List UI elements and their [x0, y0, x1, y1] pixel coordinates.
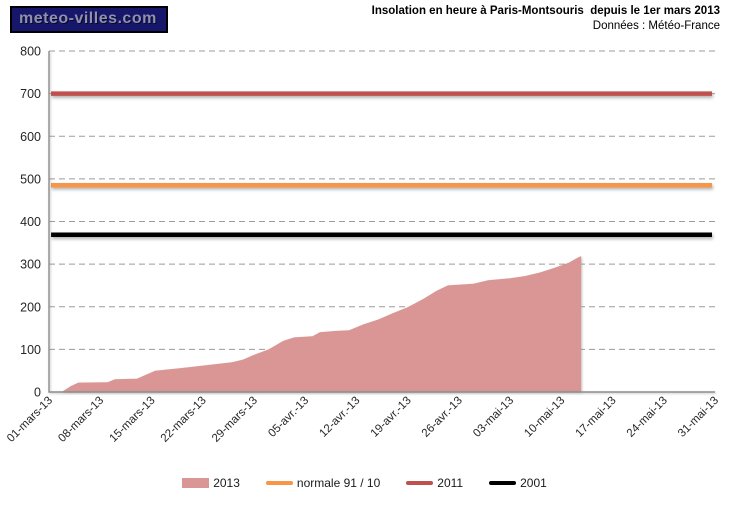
- legend-label: 2011: [437, 476, 464, 490]
- chart-legend: 2013 normale 91 / 10 2011 2001: [0, 471, 729, 495]
- legend-item-normale-91-10: normale 91 / 10: [265, 476, 381, 490]
- y-tick-label: 200: [20, 300, 41, 314]
- legend-swatch: [265, 481, 293, 485]
- series-2013-area: [49, 256, 582, 392]
- y-tick-label: 100: [20, 343, 41, 357]
- x-tick-label: 31-mai-13: [676, 395, 721, 440]
- legend-swatch: [489, 481, 517, 485]
- chart-canvas: 0 100 200 300 400 500 600 700 800 01-mars-13 08-ma…: [5, 45, 721, 445]
- legend-item-2001: 2001: [489, 476, 547, 490]
- legend-swatch: [406, 481, 434, 485]
- chart-title: Insolation en heure à Paris-Montsouris d…: [371, 5, 720, 17]
- x-tick-label: 22-mars-13: [159, 395, 209, 445]
- legend-label: 2013: [213, 476, 240, 490]
- x-tick-label: 19-avr.-13: [369, 395, 414, 440]
- legend-label: normale 91 / 10: [296, 476, 381, 490]
- x-tick-label: 10-mai-13: [522, 395, 567, 440]
- x-tick-label: 15-mars-13: [108, 395, 158, 445]
- y-tick-label: 800: [20, 45, 41, 59]
- y-tick-label: 300: [20, 258, 41, 272]
- x-tick-label: 01-mars-13: [5, 395, 55, 445]
- legend-item-2013: 2013: [182, 476, 240, 490]
- x-tick-label: 24-mai-13: [625, 395, 670, 440]
- x-tick-label: 26-avr.-13: [420, 395, 465, 440]
- x-tick-label: 03-mai-13: [471, 395, 516, 440]
- x-tick-label: 05-avr.-13: [266, 395, 311, 440]
- legend-label: 2001: [520, 476, 547, 490]
- y-tick-label: 700: [20, 87, 41, 101]
- x-tick-label: 08-mars-13: [56, 395, 106, 445]
- y-tick-label: 0: [34, 386, 41, 400]
- legend-item-2011: 2011: [406, 476, 463, 490]
- y-tick-label: 500: [20, 172, 41, 186]
- x-tick-label: 17-mai-13: [574, 395, 619, 440]
- chart-subtitle: Données : Météo-France: [592, 20, 720, 32]
- x-tick-label: 12-avr.-13: [317, 395, 362, 440]
- y-tick-label: 600: [20, 130, 41, 144]
- x-tick-label: 29-mars-13: [210, 395, 260, 445]
- axis-lines: [48, 51, 715, 393]
- y-tick-label: 400: [20, 215, 41, 229]
- meteo-villes-logo[interactable]: meteo-villes.com: [10, 6, 168, 33]
- title-block: Insolation en heure à Paris-Montsouris d…: [372, 4, 720, 34]
- legend-swatch: [182, 478, 210, 488]
